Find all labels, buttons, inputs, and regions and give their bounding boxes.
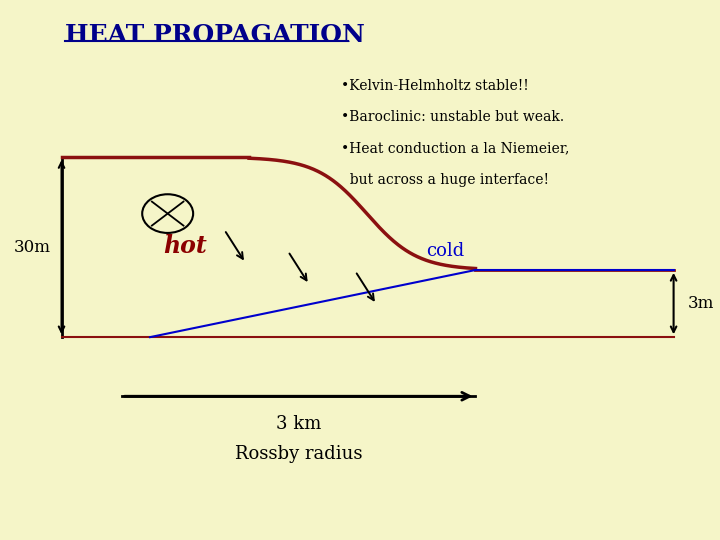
Text: cold: cold <box>426 242 464 260</box>
Text: •Kelvin-Helmholtz stable!!: •Kelvin-Helmholtz stable!! <box>341 79 528 93</box>
Text: Rossby radius: Rossby radius <box>235 444 362 463</box>
Text: hot: hot <box>163 234 207 258</box>
Text: 3 km: 3 km <box>276 415 321 433</box>
Text: 3m: 3m <box>688 295 714 312</box>
Text: HEAT PROPAGATION: HEAT PROPAGATION <box>65 23 365 47</box>
Text: •Baroclinic: unstable but weak.: •Baroclinic: unstable but weak. <box>341 111 564 124</box>
Text: •Heat conduction a la Niemeier,: •Heat conduction a la Niemeier, <box>341 141 570 156</box>
Text: but across a huge interface!: but across a huge interface! <box>341 173 549 187</box>
Text: 30m: 30m <box>14 239 51 255</box>
